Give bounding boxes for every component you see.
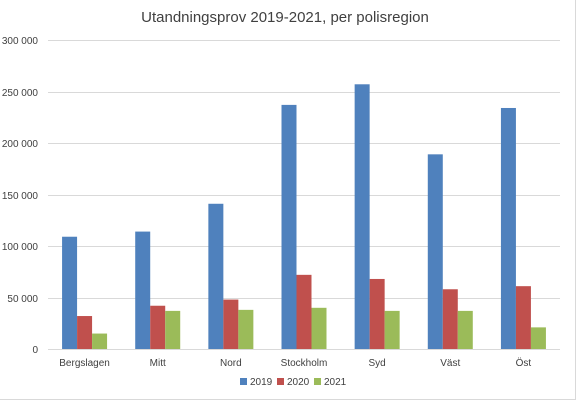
y-tick-label: 200 000 <box>2 139 39 150</box>
bar-2020-4 <box>296 274 312 349</box>
bar-2019-6 <box>427 154 443 349</box>
bar-2021-4 <box>311 307 327 349</box>
legend-swatch-2021 <box>314 378 321 385</box>
legend-label-2020: 2020 <box>287 377 310 388</box>
bar-2021-5 <box>384 310 400 349</box>
y-axis-ticks: 0 50 000 100 000 150 000 200 000 250 000 300 0… <box>2 36 39 356</box>
bar-2019-7 <box>500 107 516 349</box>
bar-2019-5 <box>354 84 370 349</box>
bar-2021-1 <box>92 333 108 349</box>
bar-2019-4 <box>281 104 297 349</box>
category-label: Stockholm <box>281 358 328 369</box>
category-label: Öst <box>516 357 532 369</box>
bar-2020-3 <box>223 299 239 349</box>
category-label: Väst <box>440 358 460 369</box>
bar-2019-2 <box>135 231 151 349</box>
chart-title: Utandningsprov 2019-2021, per polisregio… <box>141 9 429 26</box>
category-label: Mitt <box>150 358 166 369</box>
category-label: Bergslagen <box>59 358 110 369</box>
bar-2021-3 <box>238 309 254 349</box>
y-tick-label: 150 000 <box>2 191 39 202</box>
category-label: Nord <box>220 358 242 369</box>
x-axis-categories: Bergslagen Mitt Nord Stockholm Syd Väst Öst <box>59 357 531 369</box>
legend-swatch-2020 <box>277 378 284 385</box>
y-tick-label: 250 000 <box>2 88 39 99</box>
gridlines <box>48 40 560 350</box>
bars <box>62 84 546 349</box>
bar-2020-6 <box>442 289 458 349</box>
bar-2020-7 <box>515 286 531 349</box>
y-tick-label: 100 000 <box>2 242 39 253</box>
bar-2021-6 <box>457 310 473 349</box>
legend-label-2021: 2021 <box>324 377 347 388</box>
bar-2020-5 <box>369 278 385 349</box>
y-tick-label: 0 <box>32 345 38 356</box>
legend-swatch-2019 <box>240 378 247 385</box>
bar-2020-2 <box>150 305 166 349</box>
y-tick-label: 300 000 <box>2 36 39 47</box>
bar-2020-1 <box>77 316 93 349</box>
category-label: Syd <box>369 358 386 369</box>
y-tick-label: 50 000 <box>7 294 38 305</box>
bar-2021-7 <box>530 327 546 349</box>
legend: 2019 2020 2021 <box>240 377 347 388</box>
legend-label-2019: 2019 <box>250 377 273 388</box>
bar-2019-3 <box>208 203 224 349</box>
bar-2021-2 <box>165 310 181 349</box>
bar-2019-1 <box>62 236 78 349</box>
